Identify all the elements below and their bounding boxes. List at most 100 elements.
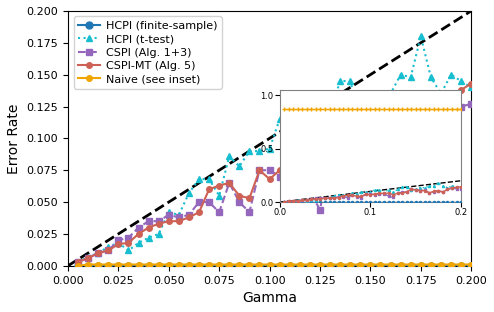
HCPI (t-test) [247, 149, 252, 153]
CSPI-MT (Alg. 5) [176, 219, 182, 223]
CSPI-MT (Alg. 5) [418, 126, 424, 130]
HCPI (t-test) [166, 210, 172, 214]
Naive (see inset) [236, 263, 242, 266]
CSPI (Alg. 1+3) [438, 111, 444, 115]
HCPI (finite-sample) [116, 264, 122, 268]
CSPI-MT (Alg. 5) [196, 210, 202, 214]
CSPI-MT (Alg. 5) [216, 184, 222, 188]
CSPI-MT (Alg. 5) [428, 147, 434, 150]
HCPI (t-test) [105, 245, 111, 249]
HCPI (finite-sample) [408, 264, 413, 268]
HCPI (finite-sample) [95, 264, 101, 268]
HCPI (t-test) [277, 117, 283, 121]
CSPI-MT (Alg. 5) [256, 168, 262, 172]
Naive (see inset) [156, 263, 162, 266]
CSPI-MT (Alg. 5) [287, 159, 293, 163]
HCPI (t-test) [287, 117, 293, 121]
CSPI (Alg. 1+3) [156, 219, 162, 223]
Naive (see inset) [428, 263, 434, 266]
HCPI (t-test) [156, 232, 162, 236]
CSPI (Alg. 1+3) [277, 175, 283, 178]
CSPI-MT (Alg. 5) [317, 175, 323, 178]
CSPI (Alg. 1+3) [247, 210, 252, 214]
Naive (see inset) [398, 263, 404, 266]
CSPI-MT (Alg. 5) [327, 159, 333, 163]
HCPI (t-test) [347, 79, 353, 83]
CSPI-MT (Alg. 5) [206, 188, 212, 191]
Line: HCPI (finite-sample): HCPI (finite-sample) [75, 262, 475, 269]
Naive (see inset) [388, 263, 394, 266]
CSPI-MT (Alg. 5) [247, 196, 252, 200]
HCPI (finite-sample) [256, 264, 262, 268]
HCPI (t-test) [398, 73, 404, 76]
Naive (see inset) [347, 263, 353, 266]
HCPI (finite-sample) [135, 264, 141, 268]
CSPI (Alg. 1+3) [347, 143, 353, 147]
Naive (see inset) [327, 263, 333, 266]
CSPI (Alg. 1+3) [327, 156, 333, 159]
HCPI (t-test) [297, 152, 303, 155]
CSPI (Alg. 1+3) [95, 251, 101, 255]
HCPI (finite-sample) [226, 264, 232, 268]
Line: Naive (see inset): Naive (see inset) [75, 262, 474, 269]
HCPI (t-test) [216, 194, 222, 197]
CSPI (Alg. 1+3) [307, 190, 313, 194]
HCPI (t-test) [95, 251, 101, 255]
CSPI (Alg. 1+3) [448, 98, 454, 102]
Naive (see inset) [256, 263, 262, 266]
HCPI (t-test) [337, 79, 343, 83]
HCPI (t-test) [125, 249, 131, 252]
CSPI (Alg. 1+3) [75, 260, 81, 264]
HCPI (t-test) [75, 260, 81, 264]
HCPI (finite-sample) [398, 264, 404, 268]
Naive (see inset) [166, 263, 172, 266]
Naive (see inset) [468, 263, 474, 266]
HCPI (finite-sample) [146, 264, 152, 268]
Naive (see inset) [317, 263, 323, 266]
CSPI-MT (Alg. 5) [438, 111, 444, 115]
HCPI (finite-sample) [307, 264, 313, 268]
Naive (see inset) [206, 263, 212, 266]
Naive (see inset) [408, 263, 413, 266]
Naive (see inset) [226, 263, 232, 266]
Y-axis label: Error Rate: Error Rate [7, 103, 21, 173]
HCPI (t-test) [206, 177, 212, 181]
Line: CSPI (Alg. 1+3): CSPI (Alg. 1+3) [75, 97, 475, 266]
HCPI (t-test) [377, 92, 383, 96]
CSPI (Alg. 1+3) [377, 126, 383, 130]
HCPI (t-test) [357, 117, 363, 121]
HCPI (finite-sample) [418, 264, 424, 268]
HCPI (finite-sample) [85, 264, 91, 268]
HCPI (t-test) [438, 92, 444, 96]
HCPI (t-test) [428, 75, 434, 79]
HCPI (finite-sample) [297, 264, 303, 268]
CSPI (Alg. 1+3) [226, 181, 232, 185]
CSPI-MT (Alg. 5) [116, 242, 122, 246]
HCPI (finite-sample) [267, 264, 273, 268]
HCPI (finite-sample) [206, 264, 212, 268]
Line: CSPI-MT (Alg. 5): CSPI-MT (Alg. 5) [75, 81, 474, 265]
Naive (see inset) [297, 263, 303, 266]
HCPI (finite-sample) [247, 264, 252, 268]
HCPI (finite-sample) [216, 264, 222, 268]
CSPI (Alg. 1+3) [468, 102, 474, 106]
CSPI (Alg. 1+3) [398, 156, 404, 159]
CSPI-MT (Alg. 5) [75, 260, 81, 264]
Naive (see inset) [105, 263, 111, 266]
CSPI-MT (Alg. 5) [307, 158, 313, 162]
HCPI (finite-sample) [105, 264, 111, 268]
HCPI (finite-sample) [468, 264, 474, 268]
CSPI-MT (Alg. 5) [388, 128, 394, 131]
CSPI (Alg. 1+3) [337, 149, 343, 153]
CSPI (Alg. 1+3) [368, 117, 373, 121]
CSPI (Alg. 1+3) [166, 213, 172, 217]
Naive (see inset) [357, 263, 363, 266]
CSPI (Alg. 1+3) [146, 219, 152, 223]
CSPI-MT (Alg. 5) [135, 232, 141, 236]
HCPI (t-test) [226, 154, 232, 158]
CSPI-MT (Alg. 5) [226, 181, 232, 185]
HCPI (t-test) [458, 79, 464, 83]
Naive (see inset) [448, 263, 454, 266]
CSPI-MT (Alg. 5) [458, 88, 464, 92]
CSPI-MT (Alg. 5) [408, 136, 413, 140]
